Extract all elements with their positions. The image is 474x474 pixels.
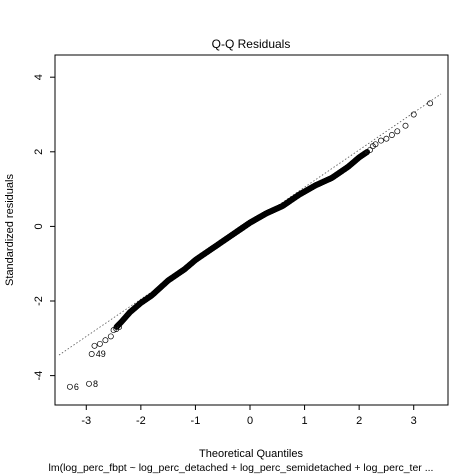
outlier-label: 8 <box>93 379 98 389</box>
x-tick-label: 2 <box>356 415 362 427</box>
y-tick-label: 2 <box>33 149 45 155</box>
data-point <box>107 333 114 340</box>
x-axis-label: Theoretical Quantiles <box>199 448 303 460</box>
data-point <box>96 340 103 347</box>
data-point <box>66 383 73 390</box>
data-point <box>402 122 409 129</box>
outlier-label: 49 <box>96 349 106 359</box>
data-point <box>88 351 95 357</box>
x-tick-label: -2 <box>136 415 146 427</box>
data-point <box>372 141 379 148</box>
x-tick-label: -1 <box>191 415 201 427</box>
x-tick-label: 1 <box>302 415 308 427</box>
point-labels: 6 8 49 <box>74 349 106 392</box>
data-point <box>86 380 92 387</box>
y-tick-label: 0 <box>33 223 45 229</box>
data-points <box>66 100 434 390</box>
data-point <box>383 135 390 142</box>
chart-title: Q-Q Residuals <box>212 37 291 51</box>
data-point <box>378 137 384 144</box>
y-tick-label: 4 <box>33 74 45 80</box>
y-axis-label: Standardized residuals <box>4 174 16 286</box>
y-tick-label: -4 <box>33 371 45 381</box>
data-point <box>102 337 109 344</box>
x-tick-label: 3 <box>411 415 417 427</box>
data-point <box>110 327 117 334</box>
y-tick-label: -2 <box>33 296 45 306</box>
plot-box <box>54 54 449 406</box>
data-point <box>364 149 371 155</box>
data-point <box>394 128 401 135</box>
data-point <box>410 111 417 118</box>
data-point <box>388 132 395 138</box>
data-point <box>427 100 434 107</box>
outlier-label: 6 <box>74 382 79 392</box>
model-formula-subtitle: lm(log_perc_fbpt ~ log_perc_detached + l… <box>49 462 434 474</box>
axis-ticks: -3 -2 -1 0 1 2 3 -4 -2 0 2 4 <box>33 74 417 427</box>
x-tick-label: -3 <box>81 415 91 427</box>
x-tick-label: 0 <box>247 415 253 427</box>
data-point <box>91 342 98 349</box>
data-point <box>116 324 122 331</box>
